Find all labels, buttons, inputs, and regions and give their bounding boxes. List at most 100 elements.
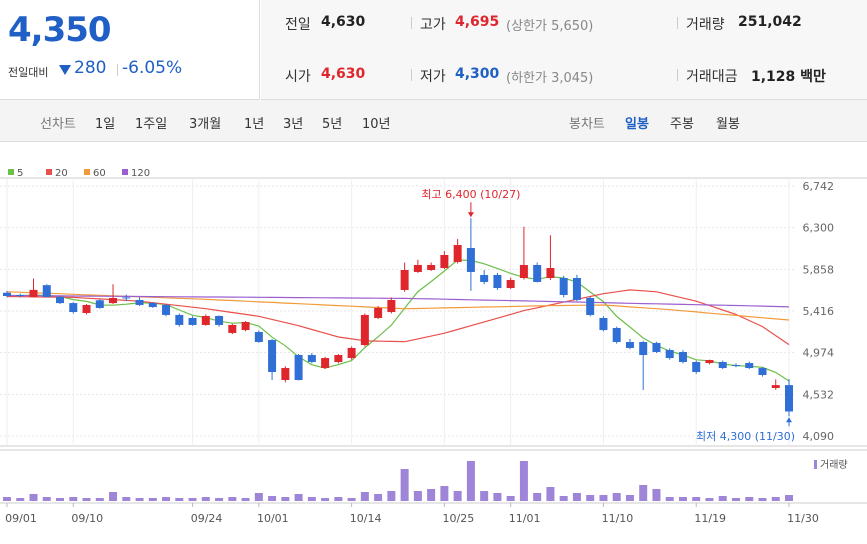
volume-bar bbox=[56, 498, 65, 501]
volume-bar bbox=[3, 497, 11, 501]
candle-body bbox=[758, 368, 767, 376]
volume-bar bbox=[374, 494, 383, 501]
candle-body bbox=[228, 324, 237, 333]
candle-body bbox=[321, 358, 330, 369]
volume-bar bbox=[639, 485, 648, 501]
candle-body bbox=[201, 315, 210, 325]
candle-body bbox=[188, 317, 197, 325]
volume-bar bbox=[122, 497, 131, 501]
volume-bar bbox=[281, 497, 290, 501]
candle-body bbox=[559, 278, 568, 295]
volume-bar bbox=[559, 496, 568, 501]
volume-bar bbox=[16, 498, 25, 501]
volume-bar bbox=[440, 486, 449, 501]
candle-body bbox=[360, 314, 369, 346]
volume-bar bbox=[466, 461, 475, 501]
candle-body bbox=[175, 314, 184, 325]
volume-bar bbox=[771, 497, 780, 501]
tab[interactable]: 일봉 bbox=[625, 117, 649, 132]
volume-legend: 거래량 bbox=[820, 459, 848, 471]
separator bbox=[411, 17, 412, 29]
tab[interactable]: 주봉 bbox=[670, 117, 694, 132]
candle-body bbox=[519, 264, 528, 279]
volume-bar bbox=[453, 491, 462, 501]
volume-bar bbox=[241, 498, 250, 501]
tab[interactable]: 1년 bbox=[244, 117, 265, 132]
candle-body bbox=[480, 274, 489, 282]
y-tick-label: 4,974 bbox=[803, 347, 835, 360]
candle-body bbox=[572, 278, 581, 300]
tab[interactable]: 1주일 bbox=[135, 117, 168, 132]
tab[interactable]: 5년 bbox=[322, 117, 343, 132]
volume-bar bbox=[254, 493, 263, 501]
candle-body bbox=[241, 322, 250, 331]
separator bbox=[411, 69, 412, 81]
candle-body bbox=[785, 385, 793, 412]
candle-body bbox=[400, 269, 409, 290]
candle-body bbox=[771, 385, 780, 389]
stats-panel: 전일 4,630 고가 4,695 (상한가 5,650) 거래량 251,04… bbox=[261, 0, 867, 100]
candle-body bbox=[122, 297, 131, 299]
volume-bar bbox=[268, 496, 277, 501]
volume-bar bbox=[42, 497, 51, 501]
volume-bar bbox=[135, 498, 144, 501]
separator bbox=[677, 17, 678, 29]
volume-bar bbox=[175, 498, 184, 501]
volume-bar bbox=[387, 491, 396, 501]
candle-body bbox=[745, 363, 754, 369]
volume-bar bbox=[652, 489, 661, 501]
legend-label: 60 bbox=[93, 168, 106, 179]
volume-bar bbox=[612, 493, 621, 501]
candle-body bbox=[148, 302, 157, 308]
stat-label: 거래대금 bbox=[686, 69, 738, 85]
tab[interactable]: 3년 bbox=[283, 117, 304, 132]
y-tick-label: 6,742 bbox=[803, 180, 835, 193]
separator bbox=[677, 69, 678, 81]
change-label: 전일대비 bbox=[8, 66, 49, 79]
legend-label: 120 bbox=[131, 168, 150, 179]
tab[interactable]: 3개월 bbox=[189, 117, 222, 132]
candle-body bbox=[268, 340, 277, 372]
tab[interactable]: 1일 bbox=[95, 117, 116, 132]
stat-label: 고가 bbox=[420, 17, 446, 33]
candle-body bbox=[42, 285, 51, 297]
stat-note: (상한가 5,650) bbox=[506, 19, 594, 34]
candle-body bbox=[692, 361, 701, 372]
volume-bar bbox=[758, 498, 767, 501]
stat-label: 거래량 bbox=[686, 17, 725, 33]
candle-body bbox=[374, 307, 383, 318]
tab[interactable]: 10년 bbox=[362, 117, 391, 132]
candle-body bbox=[16, 294, 25, 297]
stat-value: 4,630 bbox=[321, 14, 366, 30]
volume-bar bbox=[347, 498, 356, 501]
tab[interactable]: 월봉 bbox=[716, 117, 740, 132]
volume-bar bbox=[705, 498, 714, 501]
high-annotation: 최고 6,400 (10/27) bbox=[421, 188, 520, 201]
candle-body bbox=[453, 245, 462, 262]
candle-body bbox=[466, 248, 475, 272]
x-tick-label: 10/14 bbox=[350, 512, 382, 525]
volume-bar bbox=[360, 492, 369, 501]
volume-bar bbox=[785, 495, 793, 501]
volume-bar bbox=[334, 497, 343, 501]
stat-value: 1,128 백만 bbox=[751, 69, 826, 85]
x-tick-label: 09/10 bbox=[71, 512, 103, 525]
volume-bar bbox=[586, 495, 595, 501]
moving-average bbox=[6, 294, 790, 308]
volume-bar bbox=[599, 495, 608, 501]
volume-bar bbox=[519, 461, 528, 501]
candle-body bbox=[625, 342, 634, 348]
candle-body bbox=[652, 342, 661, 353]
separator bbox=[117, 64, 118, 76]
candle-body bbox=[731, 365, 740, 367]
legend-swatch bbox=[84, 169, 90, 175]
volume-bar bbox=[678, 497, 687, 501]
volume-bar bbox=[148, 498, 157, 501]
candle-body bbox=[705, 360, 714, 364]
legend-label: 5 bbox=[17, 168, 23, 179]
candle-body bbox=[599, 317, 608, 331]
volume-bar bbox=[625, 495, 634, 501]
x-tick-label: 11/30 bbox=[787, 512, 819, 525]
candle-body bbox=[215, 315, 224, 325]
